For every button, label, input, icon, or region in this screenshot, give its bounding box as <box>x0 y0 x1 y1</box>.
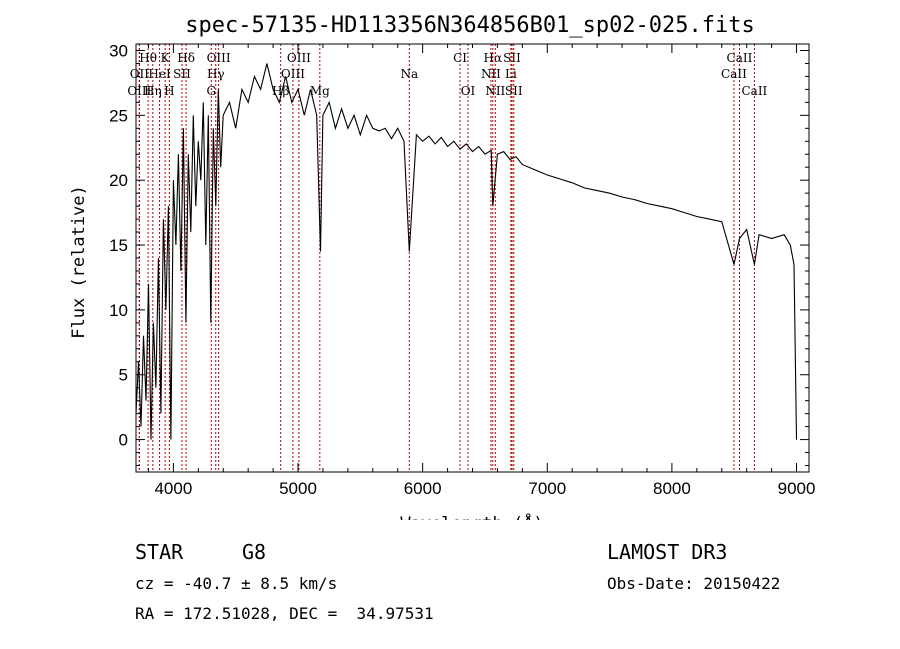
y-tick-label: 25 <box>109 106 128 125</box>
x-axis-label: Wavelength (Å) <box>400 512 543 520</box>
spectral-line-label: Hα <box>484 51 503 65</box>
spectral-line-label: Hθ <box>139 51 157 65</box>
spectral-line-label: K <box>161 51 171 65</box>
x-tick-label: 6000 <box>404 479 442 498</box>
spectral-line-label: OIII <box>287 51 311 65</box>
spectral-line-label: CaII <box>741 84 767 98</box>
spectral-line-label: HeI <box>148 67 171 81</box>
x-tick-label: 9000 <box>778 479 816 498</box>
flux-series-line <box>135 63 798 440</box>
spectral-line-label: Hβ <box>272 84 289 98</box>
spectral-line-label: OIII <box>281 67 305 81</box>
spectral-line-label: Na <box>400 67 418 81</box>
y-tick-label: 0 <box>119 431 128 450</box>
y-axis-label: Flux (relative) <box>69 185 89 339</box>
spectral-line-label: OIII <box>127 84 151 98</box>
spectral-line-label: CaII <box>727 51 753 65</box>
coordinates: RA = 172.51028, DEC = 34.97531 <box>135 604 434 623</box>
y-tick-label: 10 <box>109 301 128 320</box>
spectral-line-label: CaII <box>721 67 747 81</box>
x-tick-label: 4000 <box>154 479 192 498</box>
spectral-line-label: H <box>164 84 174 98</box>
spectral-line-label: Mg <box>310 84 330 98</box>
spectrum-series <box>135 63 798 440</box>
redshift-velocity: cz = -40.7 ± 8.5 km/s <box>135 574 338 593</box>
spectral-line-label: SII <box>503 51 521 65</box>
x-tick-label: 8000 <box>653 479 691 498</box>
chart-title: spec-57135-HD113356N364856B01_sp02-025.f… <box>185 13 755 38</box>
y-tick-label: 30 <box>109 41 128 60</box>
survey-name: LAMOST DR3 <box>607 540 728 564</box>
x-tick-label: 7000 <box>528 479 566 498</box>
y-tick-label: 5 <box>119 366 128 385</box>
spectral-line-label: NII <box>485 84 505 98</box>
x-axis-ticks: 4000 5000 6000 7000 8000 9000 <box>147 44 816 498</box>
spectral-subclass: G8 <box>242 540 267 564</box>
spectrum-chart: spec-57135-HD113356N364856B01_sp02-025.f… <box>69 13 816 520</box>
spectral-line-label: Li <box>505 67 517 81</box>
spectral-line-label: SII <box>173 67 191 81</box>
y-axis-ticks: 0 5 10 15 20 25 30 <box>109 41 809 467</box>
plot-frame <box>135 43 810 473</box>
spectral-line-label: CI <box>453 51 467 65</box>
spectral-line-label: G <box>206 84 216 98</box>
spectral-line-label: OIII <box>207 51 231 65</box>
object-class: STAR <box>135 540 184 564</box>
y-tick-label: 15 <box>109 236 128 255</box>
observation-date: Obs-Date: 20150422 <box>607 574 781 593</box>
x-tick-label: 5000 <box>279 479 317 498</box>
spectral-line-label: Hη <box>144 84 162 98</box>
y-tick-label: 20 <box>109 171 128 190</box>
spectral-line-label: Hγ <box>207 67 225 81</box>
spectral-line-label: NII <box>481 67 501 81</box>
spectral-line-label: Hδ <box>177 51 195 65</box>
spectral-line-label: OI <box>461 84 476 98</box>
spectral-line-label: SII <box>505 84 523 98</box>
